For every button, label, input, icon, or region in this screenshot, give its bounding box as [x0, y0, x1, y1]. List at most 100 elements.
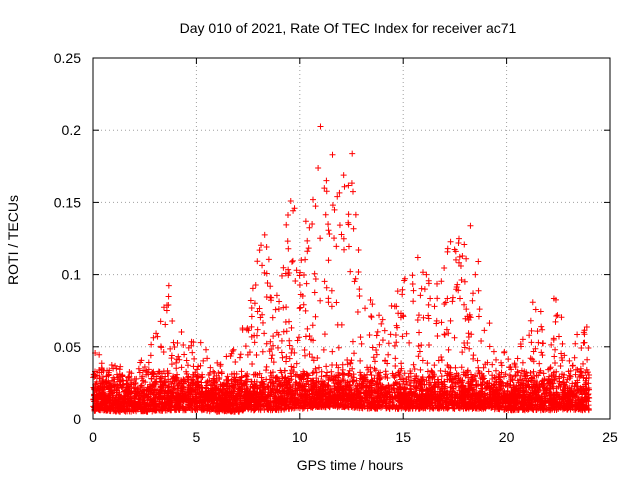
- data-point: [269, 314, 276, 321]
- data-point: [463, 306, 470, 313]
- data-point: [232, 359, 239, 366]
- data-point: [302, 352, 308, 359]
- data-point: [136, 369, 143, 376]
- data-point: [229, 347, 236, 354]
- data-point: [254, 326, 261, 333]
- data-point: [293, 360, 300, 367]
- data-point: [550, 385, 557, 392]
- data-point: [441, 265, 448, 272]
- data-point: [133, 375, 140, 382]
- data-point: [438, 373, 445, 380]
- data-point: [296, 282, 303, 289]
- data-point: [302, 307, 309, 314]
- data-point: [571, 354, 578, 361]
- data-point: [248, 323, 255, 330]
- data-point: [98, 360, 105, 367]
- data-point: [459, 349, 466, 356]
- data-point: [410, 287, 417, 294]
- data-point: [96, 375, 103, 382]
- data-point: [536, 369, 543, 376]
- data-point: [126, 373, 133, 380]
- data-point: [167, 345, 174, 352]
- data-point: [373, 351, 380, 358]
- data-point: [306, 332, 313, 339]
- data-point: [203, 346, 210, 353]
- data-point: [441, 378, 448, 385]
- data-point: [348, 394, 355, 401]
- data-point: [285, 266, 292, 273]
- data-point: [252, 282, 259, 289]
- data-point: [339, 366, 346, 373]
- data-point: [443, 372, 450, 379]
- data-point: [295, 334, 302, 341]
- data-point: [308, 403, 315, 410]
- data-point: [336, 189, 343, 196]
- data-point: [213, 399, 220, 406]
- data-point: [415, 312, 422, 319]
- data-point: [410, 361, 417, 368]
- data-point: [391, 342, 398, 349]
- data-point: [194, 373, 201, 380]
- data-point: [355, 246, 362, 253]
- data-point: [511, 360, 518, 367]
- data-point: [551, 353, 558, 360]
- data-point: [273, 329, 280, 336]
- data-point: [108, 362, 115, 369]
- data-point: [288, 258, 295, 265]
- data-point: [392, 331, 399, 338]
- data-point: [394, 288, 401, 295]
- data-point: [461, 241, 468, 248]
- data-point: [493, 398, 500, 405]
- data-point: [292, 277, 299, 284]
- data-point: [242, 372, 249, 379]
- data-point: [392, 380, 399, 387]
- data-point: [350, 225, 357, 232]
- data-point: [447, 238, 454, 245]
- data-point: [388, 302, 395, 309]
- data-point: [583, 324, 590, 331]
- data-point: [165, 282, 172, 289]
- data-point: [437, 367, 444, 374]
- data-point: [417, 292, 424, 299]
- data-point: [325, 257, 332, 264]
- data-point: [333, 299, 340, 306]
- data-point: [527, 355, 534, 362]
- data-point: [393, 379, 400, 386]
- data-point: [207, 364, 214, 371]
- data-point: [117, 378, 124, 385]
- data-point: [398, 360, 405, 367]
- data-point: [309, 221, 316, 228]
- data-point: [147, 352, 154, 359]
- data-point: [188, 338, 195, 345]
- data-point: [482, 361, 489, 368]
- data-point: [273, 292, 280, 299]
- data-point: [272, 306, 279, 313]
- data-point: [334, 193, 341, 200]
- data-point: [191, 355, 198, 362]
- data-point: [248, 313, 255, 320]
- data-point: [530, 368, 537, 375]
- data-point: [284, 212, 291, 219]
- data-point: [529, 356, 536, 363]
- data-point: [178, 329, 185, 336]
- data-point: [465, 330, 472, 337]
- data-point: [323, 177, 330, 184]
- data-point: [162, 321, 169, 328]
- data-point: [311, 289, 318, 296]
- data-point: [535, 339, 542, 346]
- data-point: [249, 361, 256, 368]
- data-point: [304, 237, 311, 244]
- data-point: [354, 309, 361, 316]
- data-point: [561, 352, 568, 359]
- data-point: [402, 378, 409, 385]
- data-point: [302, 218, 309, 225]
- data-point: [504, 380, 511, 387]
- data-point: [376, 312, 383, 319]
- data-point: [112, 404, 119, 411]
- data-point: [309, 196, 316, 203]
- data-point: [455, 372, 462, 379]
- data-point: [254, 308, 261, 315]
- data-point: [317, 297, 324, 304]
- data-point: [223, 353, 230, 360]
- data-point: [431, 303, 438, 310]
